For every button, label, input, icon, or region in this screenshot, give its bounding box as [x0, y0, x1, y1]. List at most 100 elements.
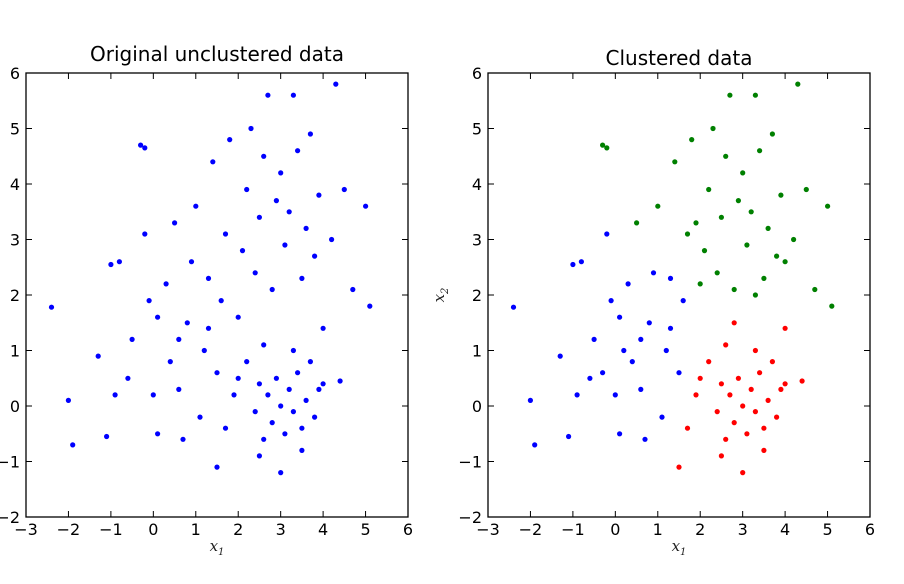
- data-point: [112, 392, 118, 398]
- data-point: [638, 386, 644, 392]
- data-point: [197, 414, 203, 420]
- y-tick-label: 6: [10, 64, 20, 83]
- data-point: [604, 231, 610, 237]
- data-point: [757, 148, 763, 154]
- points-layer: [510, 81, 835, 476]
- x-tick-label: −2: [57, 520, 81, 539]
- data-point: [570, 261, 576, 268]
- data-point: [748, 386, 754, 392]
- scatter-panel-unclustered: Original unclustered data −3 −2 −1 0 1 2 3 4 5 6 …: [0, 42, 413, 558]
- data-point: [218, 298, 224, 304]
- data-point: [235, 375, 241, 381]
- data-point: [667, 275, 674, 281]
- data-point: [761, 447, 767, 453]
- plot-area: [25, 72, 409, 518]
- data-point: [316, 386, 322, 392]
- data-point: [48, 304, 55, 310]
- data-point: [367, 303, 373, 309]
- data-point: [778, 192, 784, 198]
- data-point: [676, 464, 682, 470]
- data-point: [735, 198, 741, 204]
- data-point: [188, 259, 195, 265]
- data-point: [740, 170, 746, 176]
- data-point: [269, 420, 275, 426]
- data-point: [731, 320, 737, 326]
- data-point: [621, 347, 627, 354]
- data-point: [710, 125, 716, 132]
- data-point: [752, 347, 758, 354]
- data-point: [731, 420, 737, 426]
- data-point: [104, 433, 110, 440]
- data-point: [740, 470, 746, 476]
- y-tick-label: 3: [472, 231, 482, 250]
- x-tick-label: −1: [561, 520, 585, 539]
- data-point: [634, 220, 640, 226]
- data-point: [587, 375, 593, 381]
- y-tick-label: 0: [472, 397, 482, 416]
- data-point: [214, 370, 220, 376]
- data-point: [697, 281, 703, 287]
- data-point: [769, 359, 775, 365]
- data-point: [282, 431, 288, 437]
- data-point: [612, 392, 618, 398]
- data-point: [180, 436, 186, 442]
- data-point: [150, 392, 156, 398]
- data-point: [278, 170, 284, 176]
- data-point: [142, 145, 148, 151]
- scatter-panel-clustered: Clustered data −3 −2 −1 0 1 2 3 4 5 6 −2−10123456…: [430, 46, 875, 558]
- data-point: [714, 409, 720, 415]
- data-point: [333, 81, 339, 87]
- data-point: [642, 436, 648, 442]
- data-point: [265, 392, 271, 398]
- data-point: [252, 409, 258, 415]
- data-point: [667, 325, 674, 331]
- data-point: [184, 320, 190, 326]
- data-point: [278, 470, 284, 476]
- y-tick-label: −2: [458, 508, 482, 527]
- data-point: [316, 192, 322, 198]
- data-point: [167, 359, 173, 365]
- y-axis-ticks: −2 −1 0 1 2 3 4 5 6: [0, 64, 408, 527]
- data-point: [299, 275, 305, 281]
- data-point: [282, 242, 288, 248]
- data-point: [723, 153, 729, 159]
- data-point: [604, 145, 610, 151]
- data-point: [290, 409, 296, 415]
- data-point: [222, 231, 229, 237]
- data-point: [574, 392, 580, 398]
- data-point: [608, 298, 614, 304]
- data-point: [129, 336, 135, 342]
- data-point: [774, 414, 780, 420]
- data-point: [286, 386, 292, 392]
- data-point: [684, 425, 691, 431]
- data-point: [341, 186, 347, 193]
- data-point: [697, 375, 703, 381]
- x-tick-label: 4: [780, 520, 790, 539]
- data-point: [299, 425, 305, 431]
- x-tick-label: −3: [14, 520, 38, 539]
- x-tick-label: 2: [695, 520, 705, 539]
- data-point: [278, 403, 284, 409]
- data-point: [256, 214, 262, 220]
- data-point: [532, 442, 538, 448]
- x-axis-label: x1: [672, 537, 687, 558]
- data-point: [290, 92, 296, 98]
- data-point: [680, 298, 686, 304]
- data-point: [210, 159, 216, 165]
- data-point: [748, 209, 754, 215]
- plot-area: [487, 72, 871, 518]
- data-point: [95, 353, 101, 359]
- data-point: [744, 431, 750, 437]
- x-tick-label: 6: [865, 520, 875, 539]
- data-point: [757, 370, 763, 376]
- x-tick-label: −1: [99, 520, 123, 539]
- data-point: [222, 425, 229, 431]
- data-point: [718, 453, 724, 459]
- data-point: [307, 359, 313, 365]
- data-point: [312, 414, 318, 420]
- data-point: [307, 131, 313, 137]
- data-point: [591, 336, 597, 342]
- data-point: [723, 342, 729, 348]
- data-point: [617, 314, 623, 320]
